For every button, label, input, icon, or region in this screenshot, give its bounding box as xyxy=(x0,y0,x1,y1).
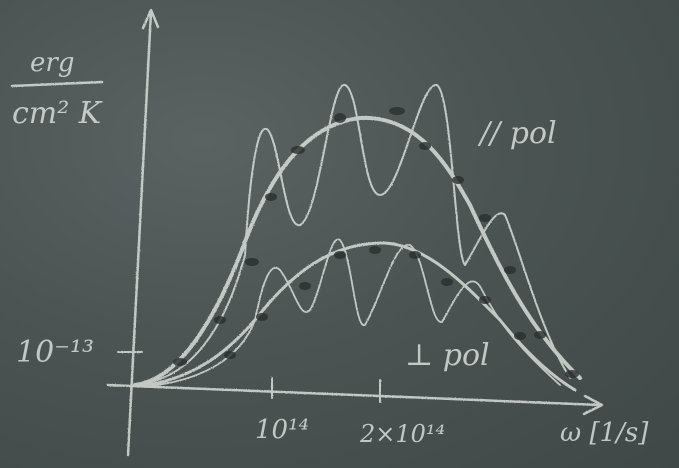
perp-envelope-curve xyxy=(138,241,577,392)
x-tick-label-2: 2×10¹⁴ xyxy=(360,420,446,448)
x-tick-label-1: 10¹⁴ xyxy=(255,415,309,445)
perp-oscillating-curve xyxy=(149,238,561,387)
y-unit-denominator: cm² K xyxy=(12,96,102,131)
perpendicular-polarization-label: ⊥ pol xyxy=(405,338,490,373)
parallel-envelope-curve xyxy=(133,115,582,387)
x-axis-arrow xyxy=(582,394,604,416)
unit-fraction-bar xyxy=(10,80,104,88)
parallel-polarization-label: // pol xyxy=(480,116,557,151)
y-axis xyxy=(126,10,153,457)
x-axis xyxy=(106,383,602,407)
y-unit-numerator: erg xyxy=(30,48,75,78)
x-axis-unit-label: ω [1/s] xyxy=(560,418,649,448)
y-tick-label: 10⁻¹³ xyxy=(16,335,95,370)
y-axis-arrow xyxy=(141,8,160,30)
parallel-oscillating-curve xyxy=(139,84,571,385)
